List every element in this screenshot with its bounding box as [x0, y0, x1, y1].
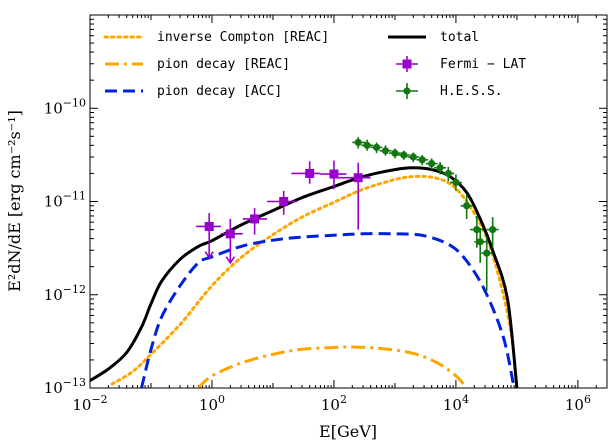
- x-tick-exponent: 2: [340, 393, 347, 406]
- data-point: [489, 225, 497, 234]
- x-tick-label: 104: [443, 393, 469, 414]
- data-point: [483, 249, 491, 257]
- x-tick-base: 10: [321, 396, 340, 414]
- y-tick-base: 10: [44, 286, 63, 304]
- model-curves: [90, 166, 519, 388]
- data-point: [353, 173, 363, 183]
- legend-item: Fermi − LAT: [396, 56, 526, 72]
- legend-swatch-marker: [402, 59, 412, 69]
- legend-label: H.E.S.S.: [440, 84, 503, 99]
- y-tick-base: 10: [44, 193, 63, 211]
- x-tick-base: 10: [565, 396, 584, 414]
- legend: inverse Compton [REAC] pion decay [REAC] p…: [103, 30, 526, 99]
- upper-limit-arrow: [225, 256, 235, 265]
- data-point: [329, 169, 339, 179]
- legend-label: inverse Compton [REAC]: [157, 30, 329, 45]
- data-point: [381, 147, 390, 155]
- data-point: [400, 151, 408, 159]
- y-tick-base: 10: [44, 99, 63, 117]
- data-point: [372, 143, 381, 152]
- y-tick-exponent: −10: [63, 96, 86, 109]
- y-axis-label: E²dN/dE [erg cm⁻²s⁻¹]: [5, 110, 24, 292]
- x-tick-exponent: 4: [462, 393, 469, 406]
- x-tick-base: 10: [199, 396, 218, 414]
- plot-frame: [89, 14, 608, 389]
- x-tick-base: 10: [72, 396, 91, 414]
- data-point: [354, 138, 362, 147]
- data-point: [225, 229, 235, 239]
- series-points-h-e-s-s: [352, 137, 499, 291]
- x-tick-base: 10: [443, 396, 462, 414]
- upper-limit-arrow: [204, 251, 214, 260]
- data-point: [463, 202, 471, 210]
- legend-item: inverse Compton [REAC]: [103, 30, 329, 45]
- legend-swatch-marker: [403, 87, 411, 95]
- y-tick-label: 10−11: [44, 190, 86, 211]
- legend-label: Fermi − LAT: [440, 57, 526, 72]
- y-tick-exponent: −11: [63, 190, 86, 203]
- data-point: [476, 238, 484, 246]
- y-tick-exponent: −12: [63, 283, 86, 296]
- legend-item: total: [388, 30, 479, 45]
- y-tick-label: 10−13: [44, 376, 86, 397]
- legend-item: pion decay [ACC]: [105, 84, 282, 99]
- x-tick-label: 10−2: [72, 393, 107, 414]
- data-point: [418, 156, 426, 164]
- data-point: [391, 149, 399, 157]
- data-point: [436, 164, 444, 172]
- x-tick-exponent: −2: [91, 393, 107, 406]
- legend-label: pion decay [ACC]: [157, 84, 282, 99]
- data-point: [473, 225, 481, 234]
- series-line-total: [90, 166, 519, 388]
- series-line-pion-decay-reac: [197, 345, 468, 388]
- data-point: [409, 153, 417, 161]
- series-line-pion-decay-acc: [140, 232, 516, 388]
- x-tick-exponent: 6: [584, 393, 591, 406]
- data-point: [452, 178, 460, 187]
- data-point: [305, 168, 315, 178]
- x-tick-label: 102: [321, 393, 347, 414]
- legend-item: H.E.S.S.: [396, 83, 503, 99]
- legend-item: pion decay [REAC]: [105, 57, 290, 72]
- y-tick-label: 10−10: [44, 96, 86, 117]
- data-point: [444, 169, 452, 178]
- series-points-fermi-lat: [196, 160, 371, 265]
- x-tick-exponent: 0: [218, 393, 225, 406]
- data-point: [363, 141, 371, 149]
- x-axis-label: E[GeV]: [319, 422, 377, 441]
- data-point: [428, 159, 436, 168]
- y-tick-exponent: −13: [63, 376, 86, 389]
- measurement-points: [196, 137, 499, 291]
- data-point: [279, 197, 289, 206]
- y-tick-base: 10: [44, 379, 63, 397]
- legend-label: pion decay [REAC]: [157, 57, 290, 72]
- x-tick-label: 106: [565, 393, 591, 414]
- data-point: [250, 214, 260, 224]
- legend-label: total: [440, 30, 479, 45]
- series-line-inverse-compton-reac: [110, 174, 519, 388]
- x-tick-label: 100: [199, 393, 225, 414]
- data-point: [204, 221, 214, 231]
- y-tick-label: 10−12: [44, 283, 86, 304]
